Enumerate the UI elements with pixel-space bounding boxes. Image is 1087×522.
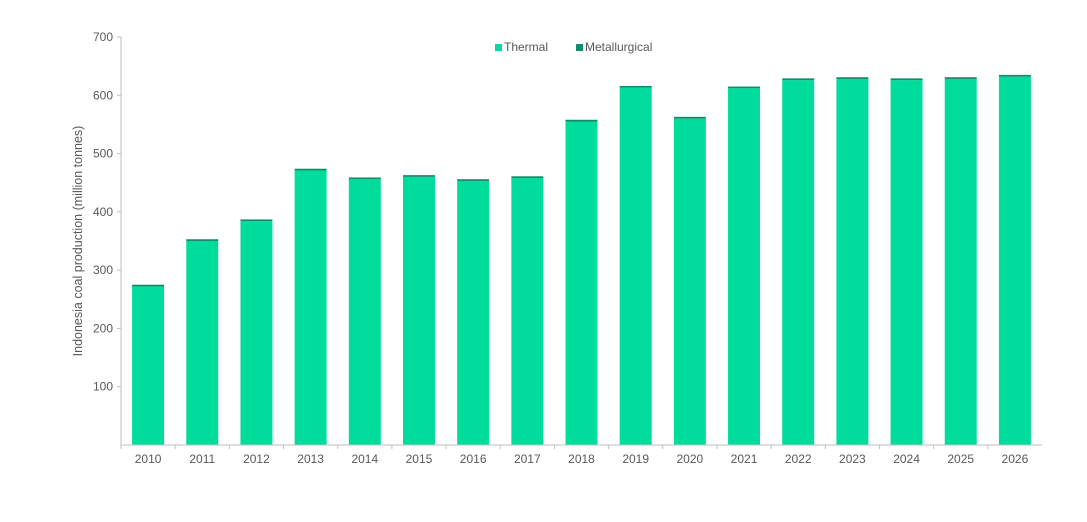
bar-metallurgical-2011: [186, 239, 219, 241]
y-tick-label: 400: [93, 205, 113, 219]
bar-metallurgical-2025: [944, 77, 977, 79]
bar-metallurgical-2012: [240, 219, 273, 222]
x-tick-label: 2024: [893, 452, 920, 466]
y-tick-label: 500: [93, 147, 113, 161]
bar-thermal-2019: [619, 87, 652, 446]
legend-label-metallurgical: Metallurgical: [585, 40, 652, 54]
bars-layer: [132, 74, 1031, 446]
bar-thermal-2020: [673, 118, 706, 445]
y-tick-label: 200: [93, 321, 113, 335]
bar-metallurgical-2017: [511, 176, 544, 179]
bar-metallurgical-2018: [565, 119, 598, 122]
y-axis-title: Indonesia coal production (million tonne…: [71, 126, 85, 357]
bar-thermal-2013: [294, 170, 327, 445]
bar-thermal-2025: [944, 78, 977, 445]
bar-metallurgical-2022: [782, 78, 815, 81]
x-tick-label: 2012: [243, 452, 270, 466]
x-tick-label: 2026: [1002, 452, 1029, 466]
x-tick-label: 2016: [460, 452, 487, 466]
bar-thermal-2023: [836, 78, 869, 445]
x-tick-label: 2011: [189, 452, 215, 466]
bar-metallurgical-2019: [619, 85, 652, 88]
legend-swatch-metallurgical: [576, 44, 583, 51]
y-tick-label: 100: [93, 380, 113, 394]
bar-metallurgical-2010: [132, 284, 165, 287]
x-tick-label: 2025: [947, 452, 974, 466]
bar-metallurgical-2015: [402, 175, 435, 177]
bar-thermal-2010: [132, 286, 165, 445]
bar-metallurgical-2013: [294, 168, 327, 171]
x-tick-label: 2019: [622, 452, 649, 466]
bar-metallurgical-2016: [457, 179, 490, 181]
bar-thermal-2026: [998, 76, 1031, 445]
bar-metallurgical-2021: [728, 86, 761, 89]
x-tick-label: 2020: [676, 452, 703, 466]
legend-label-thermal: Thermal: [504, 40, 548, 54]
labels-layer: 2010 2011 2012 2013 2014 2015 2016 2017 2018 2019…: [71, 30, 1029, 466]
bar-thermal-2011: [186, 241, 219, 445]
x-tick-label: 2023: [839, 452, 866, 466]
bar-thermal-2014: [348, 179, 381, 445]
x-tick-label: 2014: [351, 452, 378, 466]
x-tick-label: 2022: [785, 452, 812, 466]
bar-metallurgical-2014: [348, 177, 381, 180]
x-tick-label: 2021: [731, 452, 758, 466]
bar-thermal-2024: [890, 80, 923, 445]
y-tick-label: 300: [93, 263, 113, 277]
bar-metallurgical-2026: [998, 74, 1031, 77]
x-tick-label: 2018: [568, 452, 595, 466]
bar-metallurgical-2024: [890, 78, 923, 81]
bar-metallurgical-2020: [673, 116, 706, 119]
bar-thermal-2012: [240, 221, 273, 445]
x-tick-label: 2017: [514, 452, 541, 466]
bar-thermal-2022: [782, 80, 815, 445]
bar-thermal-2016: [457, 180, 490, 445]
y-tick-label: 600: [93, 88, 113, 102]
bar-thermal-2021: [728, 88, 761, 445]
y-tick-label: 700: [93, 30, 113, 44]
bar-thermal-2017: [511, 178, 544, 446]
legend-swatch-thermal: [495, 44, 502, 51]
bar-thermal-2015: [402, 176, 435, 445]
bar-thermal-2018: [565, 121, 598, 445]
legend: Thermal Metallurgical: [495, 40, 652, 54]
x-tick-label: 2013: [297, 452, 324, 466]
axes-layer: [117, 36, 1042, 449]
x-tick-label: 2015: [406, 452, 433, 466]
bar-metallurgical-2023: [836, 77, 869, 79]
x-tick-label: 2010: [135, 452, 162, 466]
